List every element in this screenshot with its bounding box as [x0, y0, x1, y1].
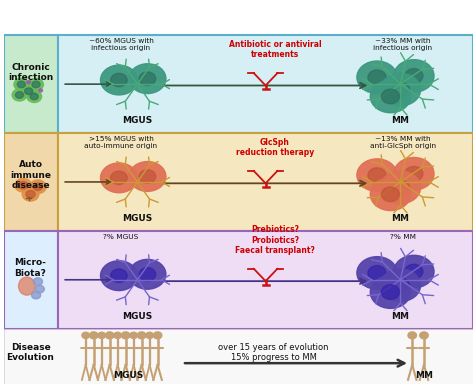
Ellipse shape: [368, 266, 386, 280]
Ellipse shape: [382, 89, 400, 104]
Circle shape: [18, 181, 28, 189]
Ellipse shape: [380, 73, 420, 106]
Ellipse shape: [370, 276, 410, 308]
Circle shape: [15, 179, 31, 192]
Text: Disease
Evolution: Disease Evolution: [7, 343, 55, 362]
Circle shape: [32, 81, 40, 88]
Ellipse shape: [392, 180, 410, 195]
Text: MM: MM: [392, 312, 410, 321]
Ellipse shape: [382, 187, 400, 202]
Text: ?% MGUS: ?% MGUS: [103, 234, 138, 240]
Ellipse shape: [357, 159, 397, 191]
Ellipse shape: [392, 82, 410, 97]
Ellipse shape: [100, 261, 137, 291]
FancyBboxPatch shape: [57, 133, 474, 231]
Ellipse shape: [394, 157, 434, 190]
Circle shape: [146, 332, 154, 338]
Ellipse shape: [129, 162, 166, 191]
Circle shape: [35, 285, 45, 293]
Text: MGUS: MGUS: [122, 214, 153, 223]
Circle shape: [114, 332, 121, 338]
Ellipse shape: [139, 72, 156, 85]
FancyBboxPatch shape: [57, 231, 474, 329]
Text: Micro-
Biota?: Micro- Biota?: [15, 258, 46, 278]
Ellipse shape: [110, 171, 127, 184]
Circle shape: [17, 81, 25, 88]
Circle shape: [25, 88, 33, 94]
Circle shape: [154, 332, 162, 339]
Circle shape: [31, 291, 41, 299]
Text: Antibiotic or antiviral
treatments: Antibiotic or antiviral treatments: [228, 40, 321, 59]
Ellipse shape: [382, 285, 400, 300]
Text: Chronic
infection: Chronic infection: [8, 63, 53, 82]
Circle shape: [15, 92, 24, 98]
Circle shape: [137, 332, 146, 339]
Text: Auto
immune
disease: Auto immune disease: [10, 161, 51, 190]
Text: MM: MM: [392, 116, 410, 125]
Circle shape: [22, 187, 39, 201]
FancyBboxPatch shape: [3, 231, 57, 329]
Text: ~60% MGUS with
infectious origin: ~60% MGUS with infectious origin: [89, 38, 154, 51]
Circle shape: [420, 332, 428, 339]
Ellipse shape: [405, 69, 423, 83]
Circle shape: [33, 183, 43, 191]
Ellipse shape: [392, 278, 410, 293]
Circle shape: [33, 278, 43, 285]
Ellipse shape: [129, 259, 166, 289]
Text: ~33% MM with
infectious origin: ~33% MM with infectious origin: [373, 38, 432, 51]
Text: MM: MM: [392, 214, 410, 223]
Circle shape: [39, 89, 43, 92]
Circle shape: [105, 332, 114, 339]
Ellipse shape: [357, 257, 397, 289]
Ellipse shape: [100, 65, 137, 95]
Text: ?% MM: ?% MM: [390, 234, 416, 240]
Circle shape: [21, 85, 36, 97]
Circle shape: [14, 79, 29, 90]
Circle shape: [130, 332, 137, 338]
Circle shape: [82, 332, 90, 338]
Circle shape: [29, 79, 44, 90]
FancyBboxPatch shape: [3, 329, 474, 384]
Ellipse shape: [380, 171, 420, 204]
Text: Prebiotics?
Probiotics?
Faecal transplant?: Prebiotics? Probiotics? Faecal transplan…: [235, 225, 315, 255]
Text: MGUS: MGUS: [113, 371, 143, 380]
Text: GlcSph
reduction therapy: GlcSph reduction therapy: [236, 138, 314, 157]
Ellipse shape: [394, 60, 434, 92]
Ellipse shape: [370, 80, 410, 113]
Ellipse shape: [139, 268, 156, 281]
Text: >15% MGUS with
auto-immune origin: >15% MGUS with auto-immune origin: [84, 136, 157, 149]
Circle shape: [27, 80, 30, 84]
Ellipse shape: [405, 264, 423, 279]
Ellipse shape: [110, 73, 127, 87]
FancyBboxPatch shape: [3, 133, 57, 231]
Circle shape: [98, 332, 106, 338]
Text: MM: MM: [415, 371, 433, 380]
Ellipse shape: [370, 178, 410, 211]
Ellipse shape: [405, 166, 423, 181]
Circle shape: [27, 90, 42, 102]
Circle shape: [29, 180, 46, 194]
Ellipse shape: [129, 64, 166, 94]
Text: MGUS: MGUS: [122, 312, 153, 321]
Text: ~13% MM with
anti-GlcSph origin: ~13% MM with anti-GlcSph origin: [370, 136, 436, 149]
Ellipse shape: [380, 269, 420, 301]
Ellipse shape: [394, 255, 434, 288]
Ellipse shape: [368, 70, 386, 85]
Circle shape: [26, 191, 35, 198]
Circle shape: [12, 89, 27, 101]
Ellipse shape: [18, 277, 35, 295]
Circle shape: [408, 332, 417, 339]
Ellipse shape: [357, 61, 397, 94]
Text: MGUS: MGUS: [122, 116, 153, 125]
Ellipse shape: [100, 163, 137, 193]
Circle shape: [121, 332, 130, 339]
Ellipse shape: [139, 170, 156, 183]
FancyBboxPatch shape: [3, 35, 57, 133]
Circle shape: [90, 332, 98, 339]
Circle shape: [30, 93, 38, 100]
Ellipse shape: [368, 168, 386, 182]
Text: over 15 years of evolution
15% progress to MM: over 15 years of evolution 15% progress …: [219, 343, 329, 362]
Ellipse shape: [110, 269, 127, 282]
FancyBboxPatch shape: [57, 35, 474, 133]
